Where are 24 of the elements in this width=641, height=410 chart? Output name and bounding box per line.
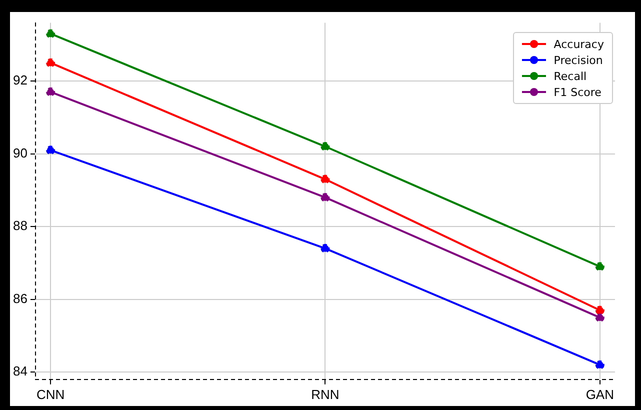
legend-label: Accuracy (554, 38, 604, 50)
point (320, 244, 330, 253)
point (595, 306, 604, 315)
legend-label: Precision (554, 54, 603, 66)
y-tick-label: 90 (12, 145, 28, 160)
point (320, 192, 330, 202)
point (595, 262, 604, 272)
point (46, 58, 56, 68)
point (46, 87, 56, 96)
point (595, 360, 604, 370)
x-tick-label: CNN (36, 386, 65, 402)
y-tick-label: 92 (12, 72, 28, 88)
legend-label: F1 Score (554, 86, 602, 98)
y-tick-label: 84 (12, 364, 28, 379)
x-tick-label: GAN (586, 386, 614, 402)
point (320, 142, 330, 152)
point (320, 174, 330, 184)
legend-label: Recall (554, 70, 587, 82)
point (46, 146, 56, 155)
y-tick-label: 86 (12, 290, 28, 306)
point (46, 29, 56, 38)
y-tick-label: 88 (12, 218, 28, 234)
point (595, 313, 604, 322)
x-tick-label: RNN (311, 386, 340, 402)
